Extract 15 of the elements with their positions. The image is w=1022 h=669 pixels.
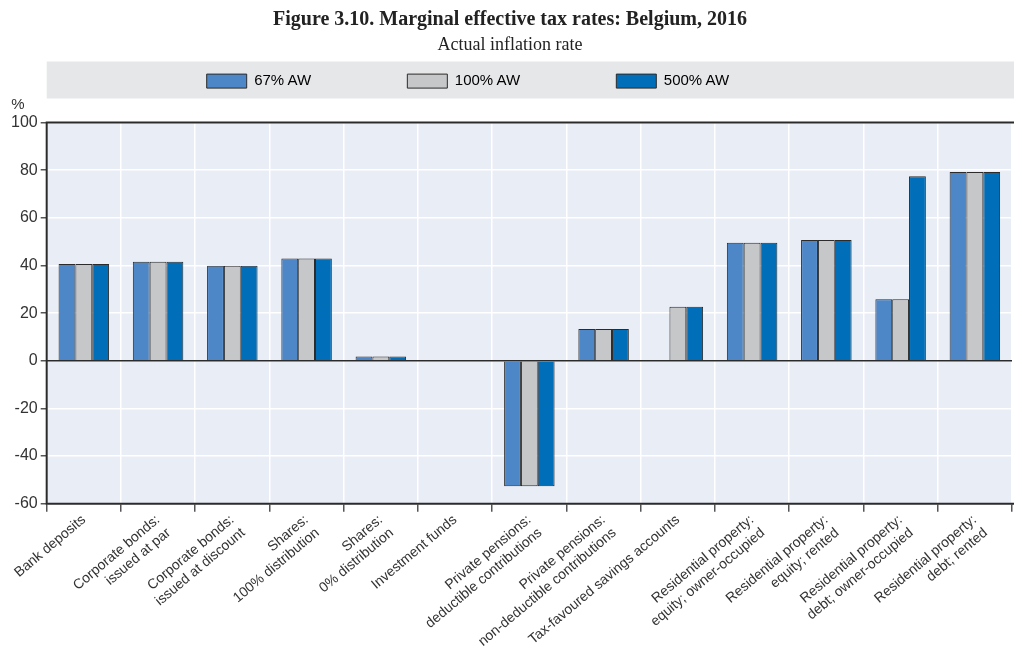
legend-label: 100% AW	[454, 71, 604, 89]
y-tick-label: -20	[14, 398, 38, 416]
y-tick-label: 20	[19, 303, 38, 321]
chart-title: Figure 3.10. Marginal effective tax rates: Belgium, 2016	[273, 7, 747, 31]
legend-label: 500% AW	[663, 71, 813, 89]
y-tick-label: 80	[19, 160, 38, 178]
legend-label: 67% AW	[254, 71, 395, 89]
chart-subtitle: Actual inflation rate	[437, 33, 583, 54]
y-tick-label: -40	[14, 446, 38, 464]
y-tick-label: 40	[19, 255, 38, 273]
y-tick-label: 0	[28, 351, 38, 369]
y-tick-label: 100	[10, 113, 38, 131]
y-tick-label: 60	[19, 208, 38, 226]
y-axis-title: %	[11, 95, 25, 113]
y-tick-label: -60	[14, 494, 38, 512]
